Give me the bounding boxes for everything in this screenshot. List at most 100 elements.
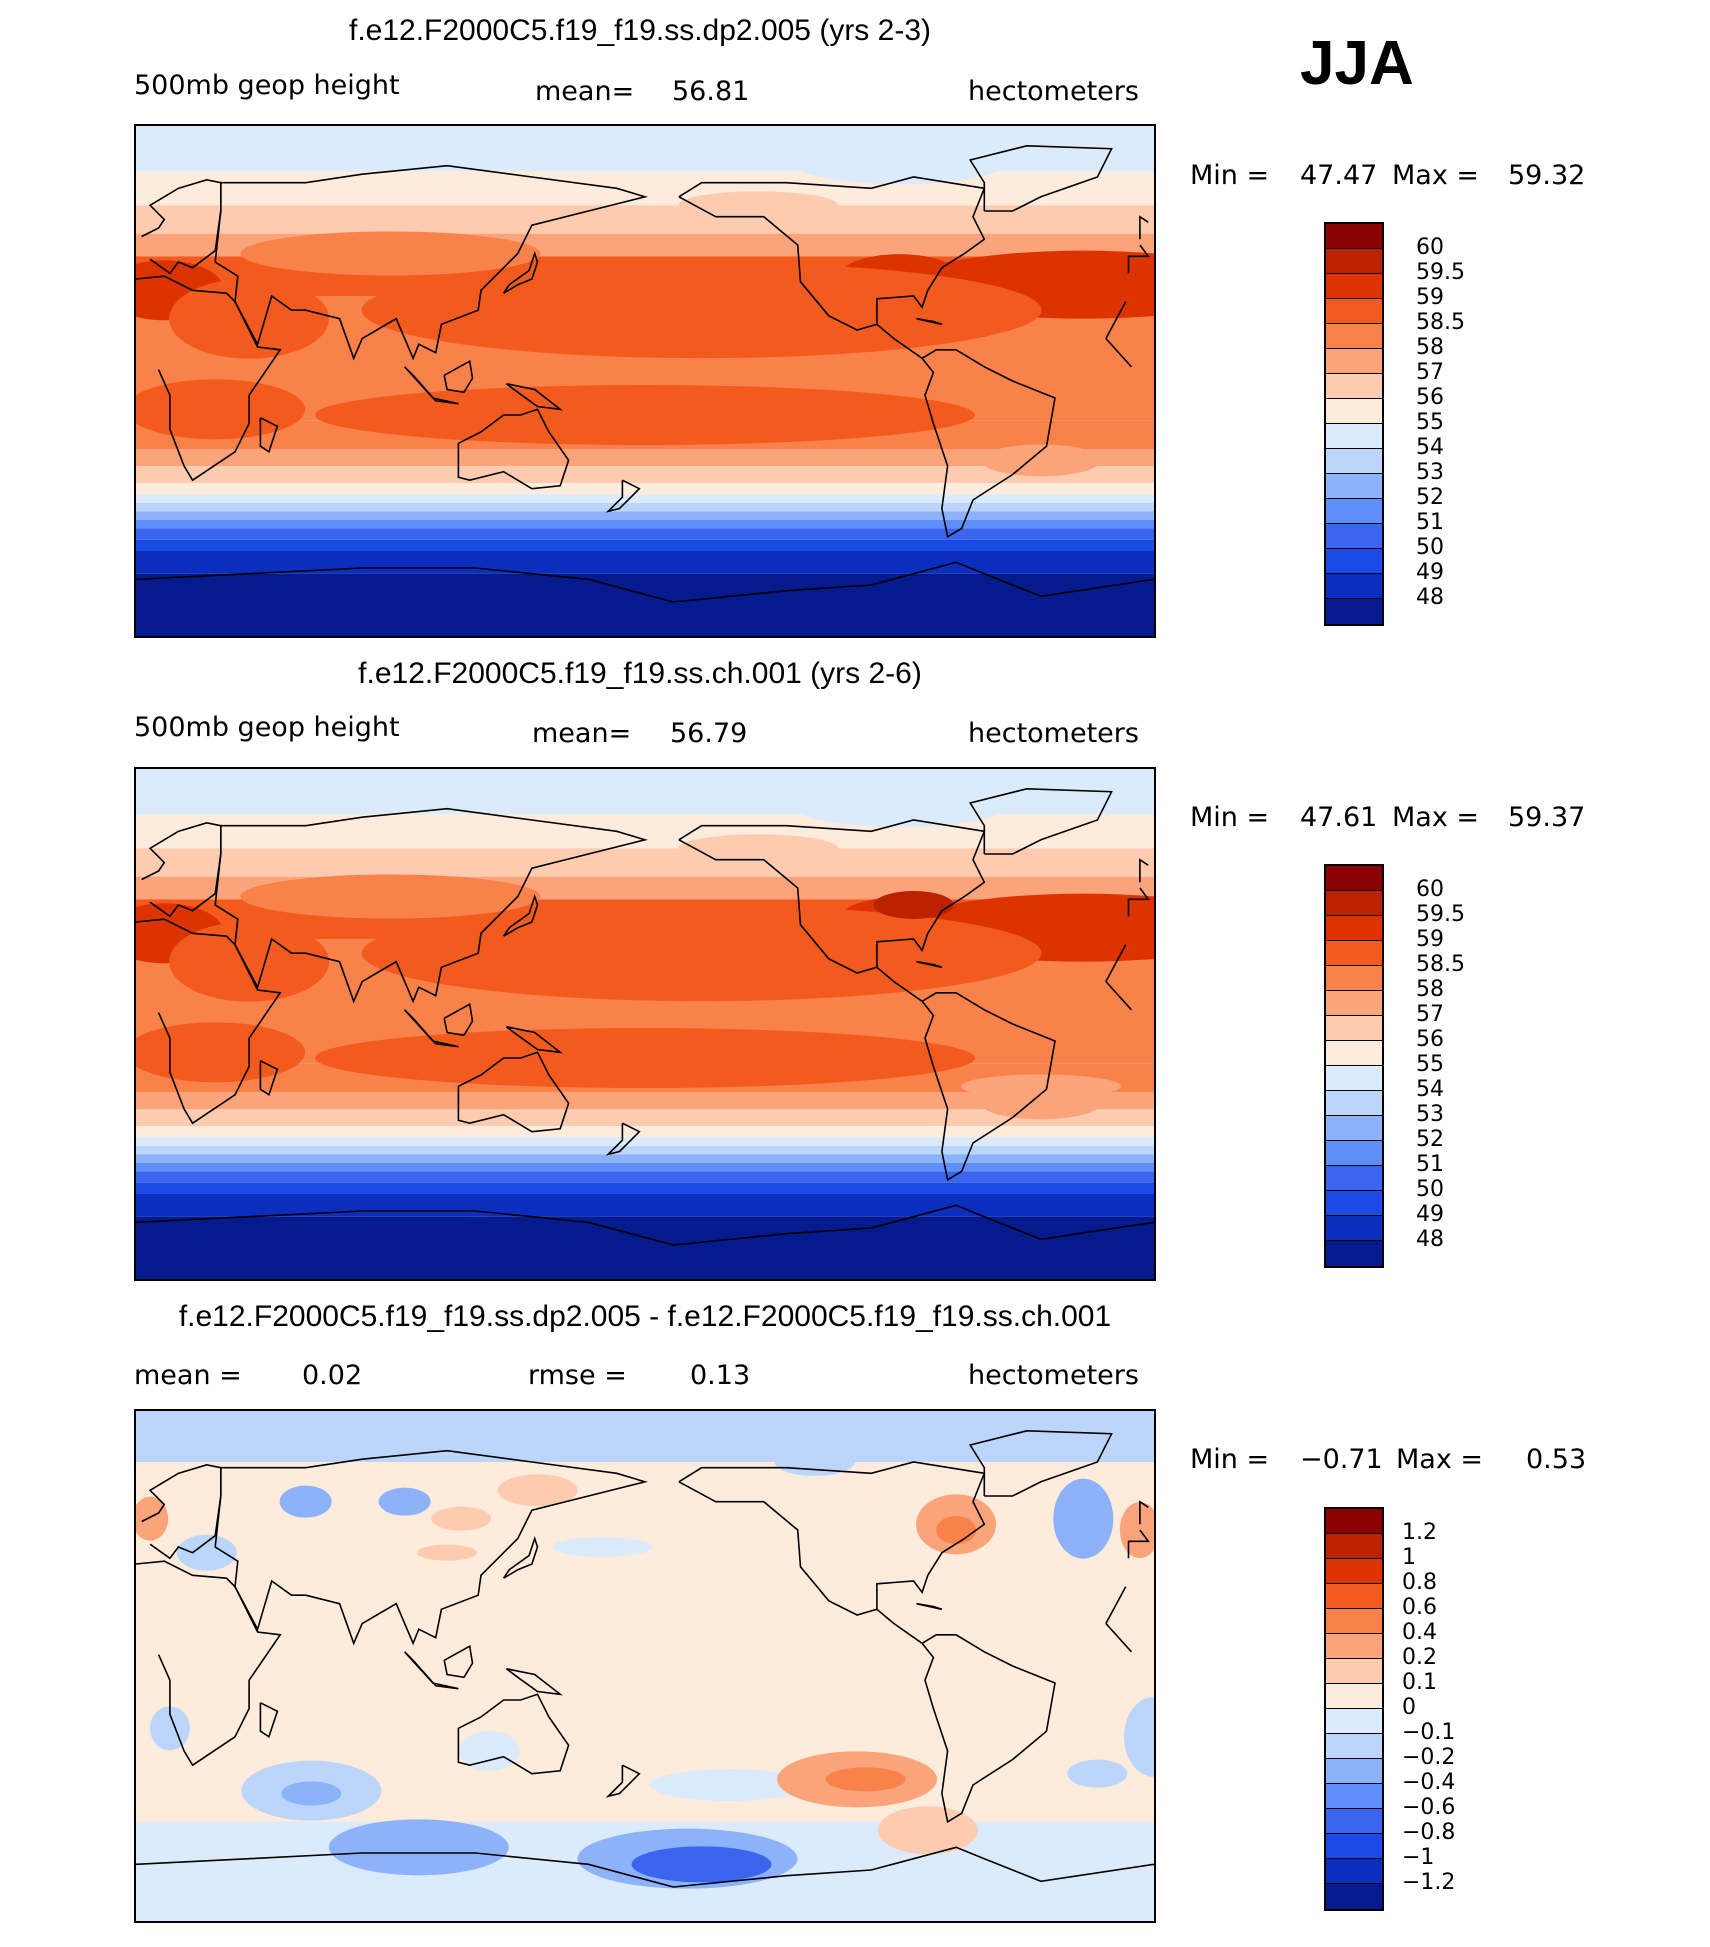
colorbar-tick-label: 60 <box>1416 877 1444 902</box>
coastlines <box>136 144 1154 603</box>
coastline <box>605 1764 641 1798</box>
panel-3-mean-value: 0.02 <box>302 1360 363 1391</box>
coastline <box>968 787 1113 855</box>
colorbar-tick-label: 60 <box>1416 235 1444 260</box>
coastline <box>443 1644 474 1679</box>
coastline <box>1139 215 1149 240</box>
colorbar-swatch <box>1326 424 1382 449</box>
coastline <box>605 1122 641 1156</box>
colorbar-swatch <box>1326 1834 1382 1859</box>
panel-3-max-value: 0.53 <box>1526 1444 1587 1475</box>
colorbar-swatch <box>1326 1016 1382 1041</box>
colorbar-tick-label: 49 <box>1416 1202 1444 1227</box>
colorbar-tick-label: 55 <box>1416 1052 1444 1077</box>
colorbar-tick-label: 50 <box>1416 1177 1444 1202</box>
colorbar-tick-label: 54 <box>1416 1077 1444 1102</box>
colorbar-tick-label: 0.2 <box>1402 1645 1437 1670</box>
contour-blob <box>980 444 1101 477</box>
contour-band <box>136 466 1154 483</box>
coastline <box>259 1702 279 1739</box>
colorbar-tick-label: 48 <box>1416 585 1444 610</box>
contour-blob <box>281 1781 342 1806</box>
colorbar-swatch <box>1326 349 1382 374</box>
colorbar-tick-label: 48 <box>1416 1227 1444 1252</box>
colorbar-swatch <box>1326 1734 1382 1759</box>
colorbar-tick-label: 51 <box>1416 510 1444 535</box>
contour-band <box>136 1137 1154 1146</box>
height-bands <box>136 126 1154 636</box>
panel-1-min-value: 47.47 <box>1300 160 1378 191</box>
colorbar-swatch <box>1326 399 1382 424</box>
coastline <box>259 417 279 454</box>
panel-1-title: f.e12.F2000C5.f19_f19.ss.dp2.005 (yrs 2-… <box>348 14 931 47</box>
colorbar-swatch <box>1326 274 1382 299</box>
colorbar-tick-label: 52 <box>1416 1127 1444 1152</box>
coastline <box>1105 980 1132 1011</box>
contour-band <box>136 1182 1154 1194</box>
contour-blob <box>361 905 1042 1002</box>
colorbar-swatch <box>1326 1191 1382 1216</box>
colorbar-tick-label: 0 <box>1402 1695 1416 1720</box>
contour-blob <box>825 1767 906 1792</box>
coastline <box>678 176 986 331</box>
colorbar-swatch <box>1326 1041 1382 1066</box>
colorbar-tick-label: −0.2 <box>1402 1745 1456 1770</box>
colorbar-swatch <box>1326 249 1382 274</box>
coastline <box>214 164 649 361</box>
coastline <box>404 1009 459 1048</box>
coastline <box>1127 244 1150 274</box>
colorbar-swatch <box>1326 474 1382 499</box>
contour-band <box>136 1411 1154 1462</box>
contour-band <box>136 1145 1154 1155</box>
colorbar-swatch <box>1326 524 1382 549</box>
coastline <box>502 1535 539 1579</box>
coastline <box>404 1651 459 1690</box>
panel-2-title: f.e12.F2000C5.f19_f19.ss.ch.001 (yrs 2-6… <box>358 657 922 690</box>
colorbar-swatch <box>1326 916 1382 941</box>
panel-3-field <box>136 1411 1154 1921</box>
contour-blob <box>328 1819 509 1876</box>
coastline <box>876 966 1056 1182</box>
colorbar-tick-label: 56 <box>1416 1027 1444 1052</box>
contour-blob <box>779 126 1020 185</box>
colorbar-swatch <box>1326 449 1382 474</box>
contour-blob <box>397 1221 638 1269</box>
panel-1-field <box>136 126 1154 636</box>
colorbar-tick-label: 0.1 <box>1402 1670 1437 1695</box>
contour-band <box>136 573 1154 636</box>
colorbar-tick-label: 57 <box>1416 360 1444 385</box>
colorbar-swatch <box>1326 866 1382 891</box>
contour-blob <box>136 1022 306 1083</box>
colorbar-swatch <box>1326 1659 1382 1684</box>
contour-blob <box>378 1487 431 1516</box>
contour-band <box>136 551 1154 574</box>
colorbar-tick-label: −0.6 <box>1402 1795 1456 1820</box>
panel-2-map <box>134 767 1156 1281</box>
contour-band <box>136 539 1154 551</box>
colorbar-swatch <box>1326 1216 1382 1241</box>
colorbar-tick-label: −0.4 <box>1402 1770 1456 1795</box>
contour-blob <box>240 874 541 919</box>
panel-2-mean-label: mean= <box>532 718 632 749</box>
colorbar-tick-label: 58 <box>1416 335 1444 360</box>
colorbar-swatch <box>1326 1784 1382 1809</box>
colorbar-swatch <box>1326 1634 1382 1659</box>
panel-2-field <box>136 769 1154 1279</box>
contour-blob <box>1124 1696 1154 1777</box>
colorbar-tick-label: −0.1 <box>1402 1720 1456 1745</box>
panel-1-units: hectometers <box>968 76 1139 107</box>
contour-band <box>136 1092 1154 1109</box>
contour-blob <box>315 1028 975 1088</box>
colorbar-tick-label: 58.5 <box>1416 310 1465 335</box>
colorbar-swatch <box>1326 1684 1382 1709</box>
coastline <box>136 1846 1154 1888</box>
panel-1-max-value: 59.32 <box>1508 160 1586 191</box>
contour-band <box>136 1194 1154 1217</box>
colorbar-tick-label: 59 <box>1416 285 1444 310</box>
coastline <box>505 383 563 411</box>
coastline <box>1105 944 1127 982</box>
contour-blob <box>169 278 330 359</box>
panel-2-min-value: 47.61 <box>1300 802 1378 833</box>
panel-3-rmse-value: 0.13 <box>690 1360 751 1391</box>
coastline <box>1105 1586 1127 1624</box>
